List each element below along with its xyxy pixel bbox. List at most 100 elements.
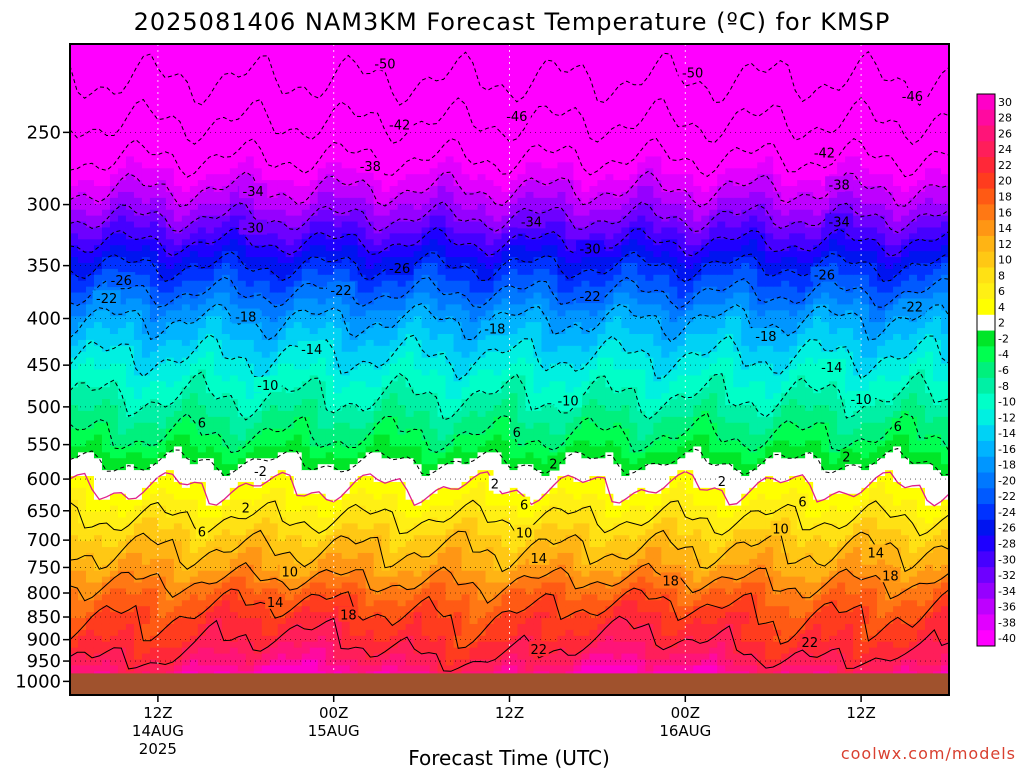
field-cell [77,629,87,637]
field-cell [277,227,287,234]
field-cell [285,623,295,631]
field-cell [157,91,167,98]
field-cell [205,606,215,613]
field-cell [397,641,407,649]
field-cell [101,103,111,110]
field-cell [141,387,151,394]
field-cell [413,215,423,223]
field-cell [309,49,319,57]
field-cell [405,410,415,418]
field-cell [421,529,431,536]
field-cell [141,612,151,619]
field-cell [261,61,271,69]
field-cell [197,162,207,169]
field-cell [309,91,319,98]
field-cell [301,541,311,548]
field-cell [77,227,87,234]
field-cell [253,369,263,377]
field-cell [93,61,103,69]
field-cell [381,641,391,649]
field-cell [277,191,287,199]
field-cell [245,91,255,98]
field-cell [125,251,135,258]
field-cell [181,387,191,394]
field-cell [277,623,287,631]
field-cell [133,375,143,382]
field-cell [125,138,135,146]
field-cell [197,274,207,282]
field-cell [285,239,295,246]
field-cell [309,61,319,69]
field-cell [117,262,127,270]
field-cell [381,168,391,175]
field-cell [165,97,175,104]
field-cell [85,606,95,613]
field-cell [269,629,279,637]
field-cell [269,499,279,507]
field-cell [253,618,263,625]
field-cell [309,191,319,199]
field-cell [117,523,127,530]
field-cell [421,535,431,542]
field-cell [357,191,367,199]
field-cell [365,333,375,341]
field-cell [181,428,191,436]
field-cell [285,547,295,554]
field-cell [213,505,223,513]
field-cell [261,647,271,655]
field-cell [413,600,423,607]
field-cell [397,132,407,140]
field-cell [413,558,423,566]
field-cell [309,280,319,288]
field-cell [173,79,183,87]
field-cell [253,322,263,329]
field-cell [133,132,143,140]
field-cell [341,505,351,513]
field-cell [333,328,343,335]
field-cell [85,150,95,158]
field-cell [357,197,367,205]
field-cell [317,647,327,655]
field-cell [317,410,327,418]
field-cell [197,399,207,406]
field-cell [205,387,215,394]
field-cell [93,209,103,217]
field-cell [221,470,231,477]
field-cell [133,470,143,477]
field-cell [405,55,415,63]
field-cell [213,606,223,613]
field-cell [165,156,175,163]
field-cell [325,422,335,430]
field-cell [133,428,143,436]
field-cell [349,310,359,317]
field-cell [149,422,159,430]
field-cell [109,476,119,483]
field-cell [237,387,247,394]
field-cell [421,132,431,140]
field-cell [189,333,199,341]
field-cell [237,209,247,217]
field-cell [77,257,87,264]
field-cell [277,298,287,305]
field-cell [229,103,239,110]
field-cell [389,635,399,643]
field-cell [365,186,375,193]
field-cell [397,505,407,513]
field-cell [70,103,79,110]
field-cell [205,416,215,424]
field-cell [205,659,215,667]
field-cell [77,85,87,92]
field-cell [221,44,231,51]
field-cell [301,363,311,371]
field-cell [93,440,103,448]
field-cell [109,328,119,335]
field-cell [221,174,231,181]
field-cell [85,665,95,672]
field-cell [405,582,415,590]
field-cell [421,623,431,631]
field-cell [309,251,319,258]
field-cell [133,416,143,424]
field-cell [405,280,415,288]
field-cell [373,481,383,489]
field-cell [197,552,207,560]
